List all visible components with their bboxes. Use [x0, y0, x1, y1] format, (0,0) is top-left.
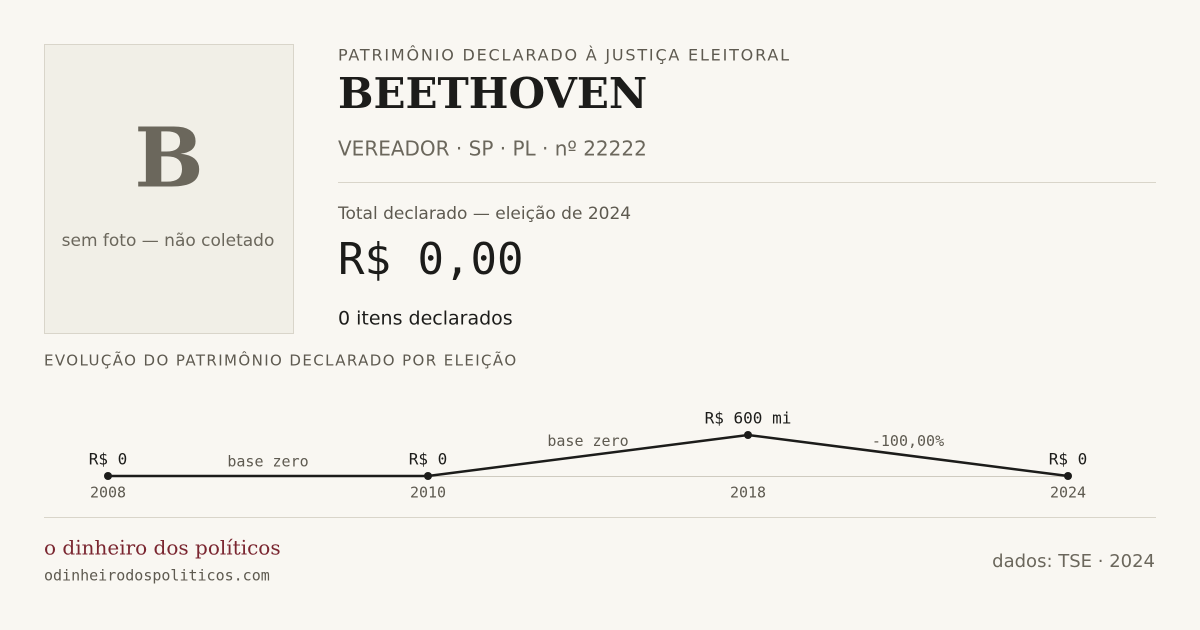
value-label: R$ 0: [89, 450, 128, 469]
point: [1064, 472, 1072, 480]
value-label: R$ 0: [1049, 450, 1088, 469]
photo-initial: B: [134, 110, 203, 206]
x-tick-label: 2008: [90, 484, 126, 502]
subtitle: VEREADOR · SP · PL · nº 22222: [338, 137, 647, 161]
x-tick-label: 2010: [410, 484, 446, 502]
candidate-name: BEETHOVEN: [338, 69, 647, 118]
point: [744, 431, 752, 439]
segment-label: base zero: [547, 432, 628, 450]
items-count: 0 itens declarados: [338, 308, 513, 330]
photo-caption: sem foto — não coletado: [62, 231, 275, 251]
segment-label: -100,00%: [872, 432, 944, 450]
kicker: PATRIMÔNIO DECLARADO À JUSTIÇA ELEITORAL: [338, 46, 791, 65]
chart-title: EVOLUÇÃO DO PATRIMÔNIO DECLARADO POR ELE…: [44, 351, 518, 370]
chart: base zero base zero -100,00% R$ 0 2008 R$ 0 20…: [89, 409, 1088, 502]
total-label: Total declarado — eleição de 2024: [337, 204, 631, 224]
value-label: R$ 600 mi: [705, 409, 792, 428]
point: [424, 472, 432, 480]
line: [108, 433, 1069, 478]
segment-label: base zero: [227, 453, 308, 471]
point: [104, 472, 112, 480]
photo-placeholder: [44, 44, 294, 334]
value-label: R$ 0: [409, 450, 448, 469]
total-value: R$ 0,00: [338, 234, 523, 285]
source: dados: TSE · 2024: [992, 551, 1155, 572]
brand: o dinheiro dos políticos: [44, 536, 281, 560]
x-tick-label: 2024: [1050, 484, 1086, 502]
url: odinheirodospoliticos.com: [44, 567, 270, 585]
x-tick-label: 2018: [730, 484, 766, 502]
